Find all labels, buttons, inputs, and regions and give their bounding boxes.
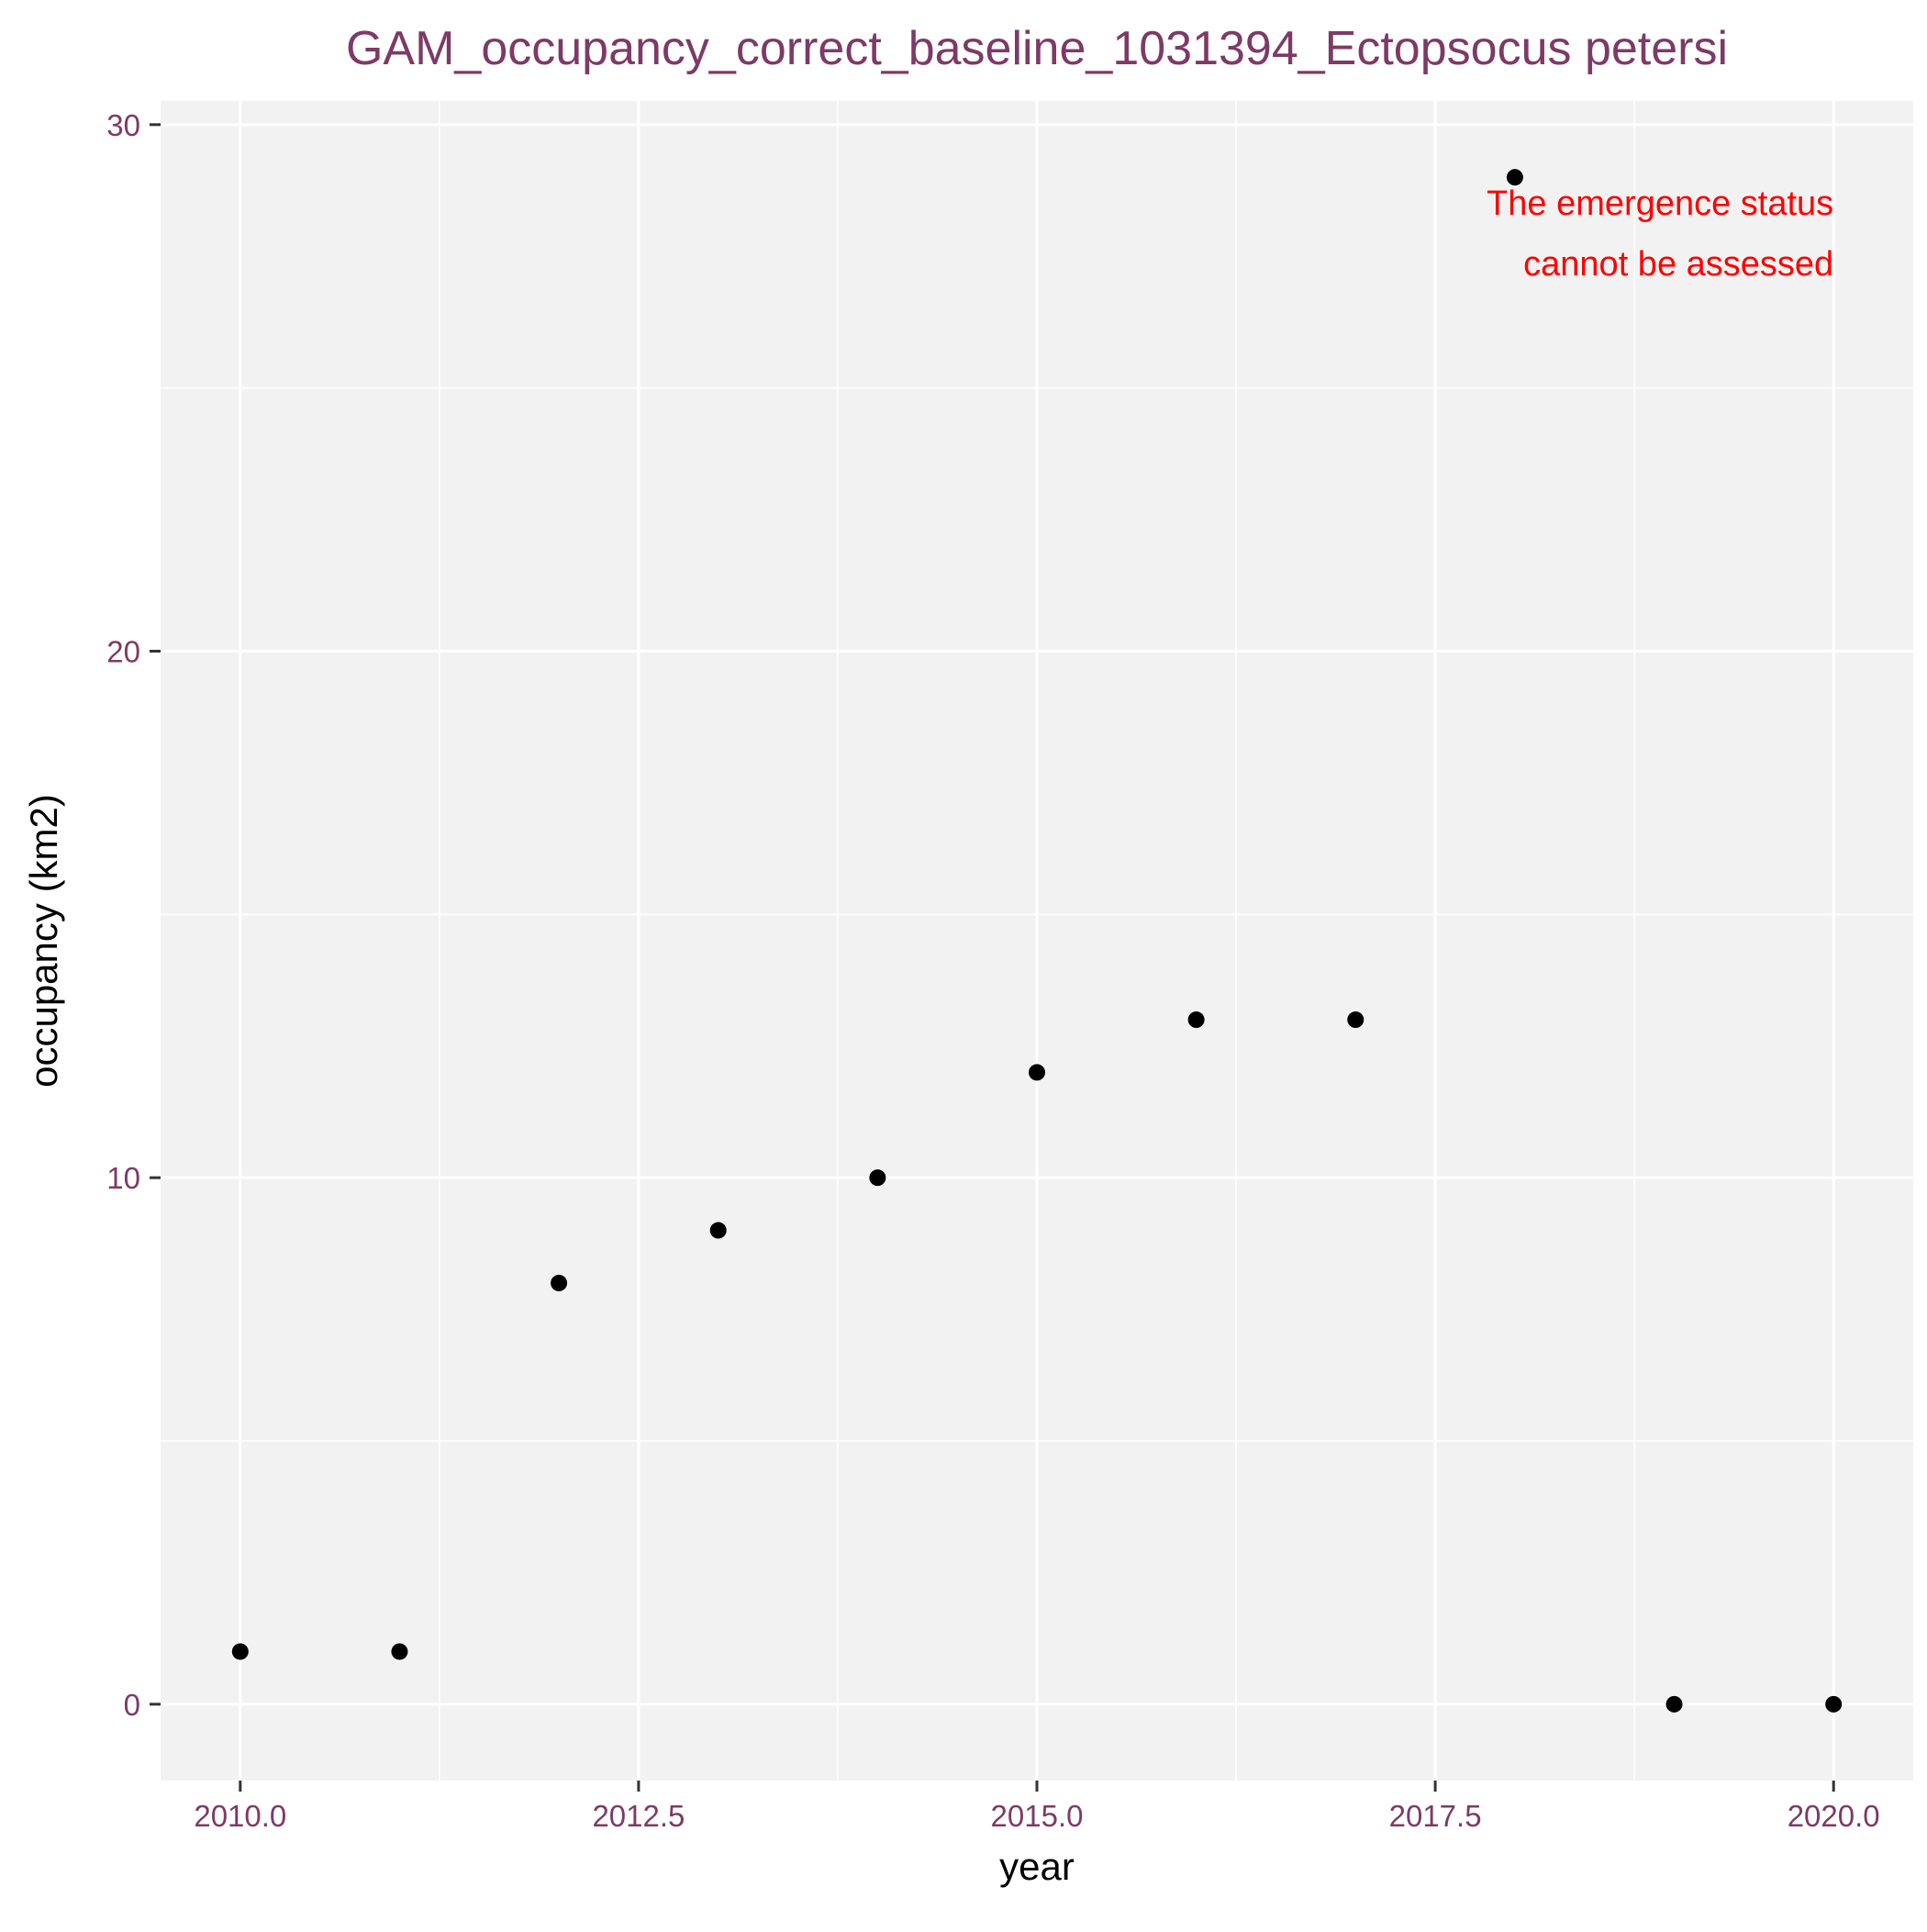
data-point xyxy=(1187,1011,1205,1029)
annotation: The emergence status cannot be assessed xyxy=(1487,184,1833,284)
data-point xyxy=(231,1643,249,1660)
y-tick-label: 30 xyxy=(106,108,140,142)
annotation-line: cannot be assessed xyxy=(1523,245,1833,284)
grid-lines xyxy=(161,101,1913,1781)
axes: 2010.0 2012.5 2015.0 2017.5 2020.0 0 10 20 30 xyxy=(106,108,1879,1833)
x-tick-label: 2020.0 xyxy=(1788,1799,1880,1833)
data-point xyxy=(709,1222,727,1239)
data-point xyxy=(1506,169,1523,186)
chart-title: GAM_occupancy_correct_baseline_1031394_E… xyxy=(346,22,1728,75)
data-point xyxy=(869,1169,886,1187)
x-tick-label: 2017.5 xyxy=(1389,1799,1482,1833)
x-tick-label: 2015.0 xyxy=(991,1799,1084,1833)
y-tick-label: 0 xyxy=(124,1688,140,1722)
x-tick-label: 2010.0 xyxy=(194,1799,286,1833)
data-point xyxy=(1825,1695,1843,1713)
annotation-line: The emergence status xyxy=(1487,184,1833,223)
y-axis-label: occupancy (km2) xyxy=(22,794,65,1088)
data-points xyxy=(231,169,1843,1713)
data-point xyxy=(391,1643,408,1660)
x-tick-label: 2012.5 xyxy=(592,1799,685,1833)
data-point xyxy=(1029,1064,1045,1081)
data-point xyxy=(551,1274,568,1291)
x-axis-label: year xyxy=(999,1845,1075,1888)
data-point xyxy=(1347,1011,1364,1029)
y-tick-label: 10 xyxy=(106,1161,140,1195)
y-tick-label: 20 xyxy=(106,634,140,668)
data-point xyxy=(1665,1695,1683,1713)
